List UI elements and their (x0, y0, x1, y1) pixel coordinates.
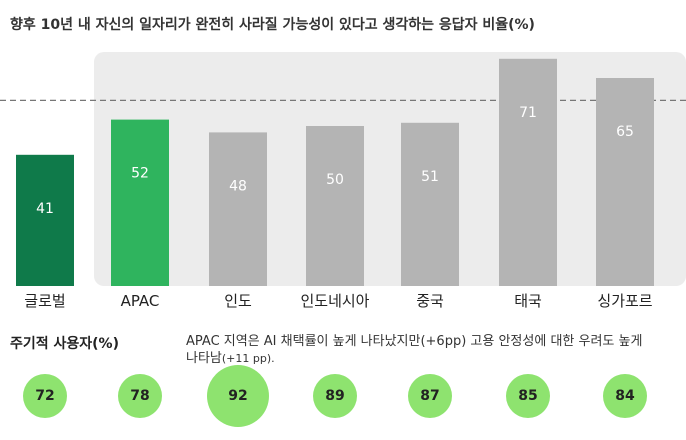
note-line-2-small: (+11 pp). (221, 352, 275, 365)
data-label-0: 41 (36, 201, 54, 217)
category-label-0: 글로벌 (24, 292, 65, 310)
annotation-note: APAC 지역은 AI 채택률이 높게 나타났지만(+6pp) 고용 안정성에 … (186, 333, 686, 367)
bar-5 (499, 58, 557, 286)
category-label-3: 인도네시아 (300, 292, 369, 310)
periodic-user-bubble-5: 85 (506, 374, 550, 418)
data-label-1: 52 (131, 166, 149, 182)
bar-6 (596, 78, 654, 286)
periodic-user-bubble-2: 92 (207, 365, 269, 427)
periodic-user-bubble-3: 89 (313, 374, 357, 418)
bar-0 (16, 154, 74, 286)
periodic-users-label: 주기적 사용자(%) (10, 336, 119, 352)
data-label-2: 48 (229, 178, 247, 194)
bar-chart: 41 글로벌 52 APAC 48 인도 50 인도네시아 51 중국 71 태국 65 싱가포르 (0, 52, 686, 310)
category-label-1: APAC (121, 292, 160, 310)
periodic-user-bubble-6: 84 (603, 374, 647, 418)
note-line-2-main: 나타남 (186, 351, 222, 366)
periodic-user-bubble-0: 72 (23, 374, 67, 418)
data-label-3: 50 (326, 172, 344, 188)
category-label-5: 태국 (514, 292, 542, 310)
chart-title: 향후 10년 내 자신의 일자리가 완전히 사라질 가능성이 있다고 생각하는 … (10, 17, 535, 33)
note-line-1: APAC 지역은 AI 채택률이 높게 나타났지만(+6pp) 고용 안정성에 … (186, 334, 643, 349)
bar-1 (111, 119, 169, 286)
bar-3 (306, 126, 364, 286)
periodic-user-bubble-4: 87 (408, 374, 452, 418)
data-label-4: 51 (421, 169, 439, 185)
bar-4 (401, 122, 459, 286)
bar-2 (209, 132, 267, 286)
category-label-2: 인도 (224, 292, 252, 310)
category-label-4: 중국 (416, 292, 444, 310)
note-line-2: 나타남(+11 pp). (186, 350, 686, 367)
periodic-user-bubble-1: 78 (118, 374, 162, 418)
data-label-6: 65 (616, 124, 634, 140)
data-label-5: 71 (519, 105, 537, 121)
category-label-6: 싱가포르 (597, 292, 652, 310)
